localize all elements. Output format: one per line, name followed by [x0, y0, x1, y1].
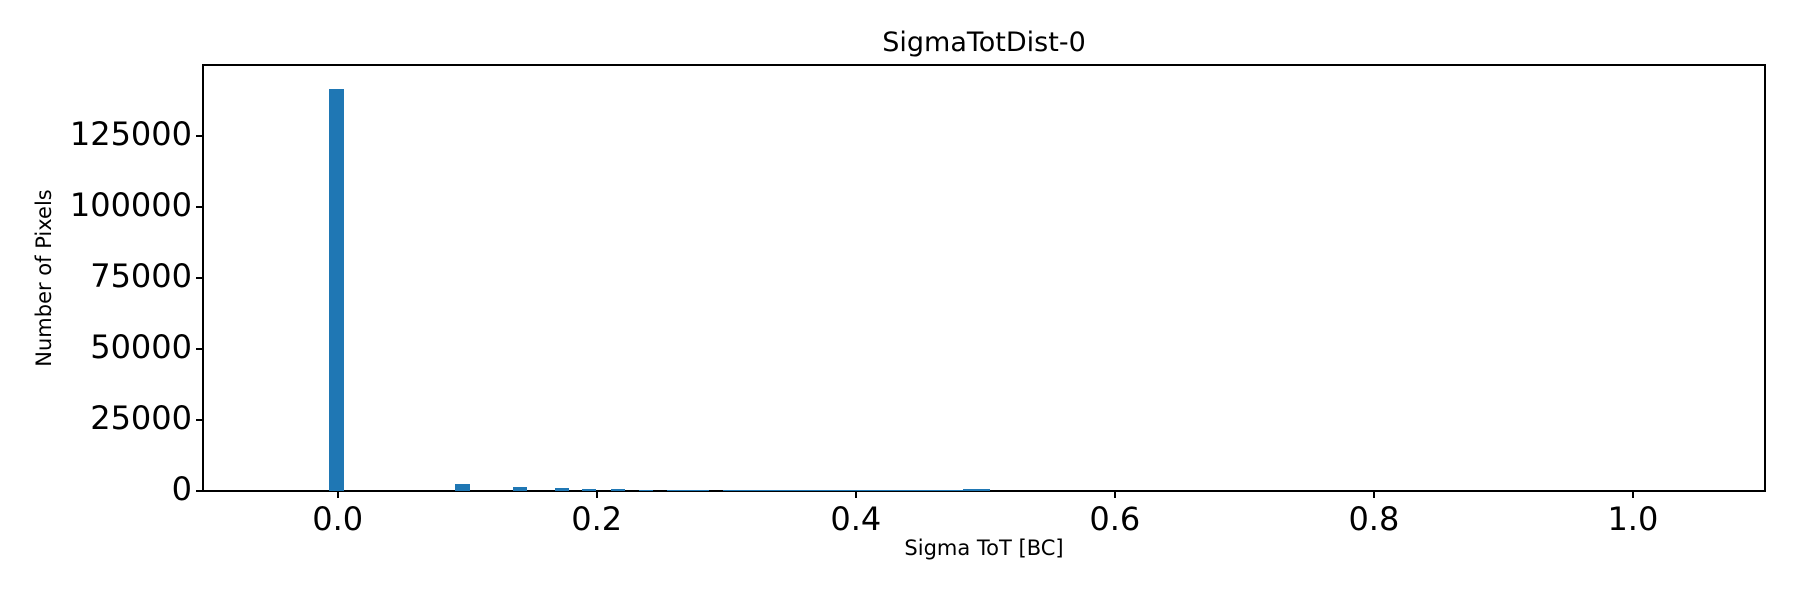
x-tick [1372, 492, 1375, 498]
x-tick [1631, 492, 1634, 498]
y-axis-label: Number of Pixels [32, 189, 56, 367]
y-tick-label: 50000 [90, 328, 192, 367]
y-tick-label: 100000 [69, 186, 192, 225]
histogram-bar [581, 488, 596, 491]
y-tick [196, 206, 202, 208]
x-tick-label: 0.4 [830, 500, 882, 538]
x-tick [854, 492, 857, 498]
x-tick-label: 0.2 [571, 500, 623, 538]
y-tick [196, 348, 202, 350]
histogram-bar [666, 490, 709, 491]
y-tick-label: 125000 [69, 115, 192, 154]
x-tick [595, 492, 598, 498]
chart-title: SigmaTotDist-0 [882, 27, 1086, 58]
histogram-bar [638, 489, 653, 491]
x-tick-label: 0.8 [1348, 500, 1400, 538]
histogram-bar [722, 490, 963, 491]
y-tick-label: 75000 [90, 257, 192, 296]
histogram-bar [962, 488, 990, 491]
x-tick [336, 492, 339, 498]
x-tick-label: 0.6 [1089, 500, 1141, 538]
histogram-bar [454, 483, 470, 491]
x-tick [1113, 492, 1116, 498]
x-tick-label: 0.0 [312, 500, 364, 538]
histogram-bar [512, 487, 527, 491]
x-tick-label: 1.0 [1607, 500, 1659, 538]
y-tick [196, 135, 202, 137]
y-tick [196, 419, 202, 421]
x-axis-label: Sigma ToT [BC] [904, 536, 1064, 560]
histogram-bar [329, 88, 344, 491]
histogram-bar [554, 488, 569, 491]
y-tick-label: 0 [171, 470, 192, 509]
y-tick [196, 490, 202, 492]
y-tick-label: 25000 [90, 399, 192, 438]
histogram-bar [610, 489, 625, 491]
plot-area [202, 64, 1766, 492]
y-tick [196, 277, 202, 279]
